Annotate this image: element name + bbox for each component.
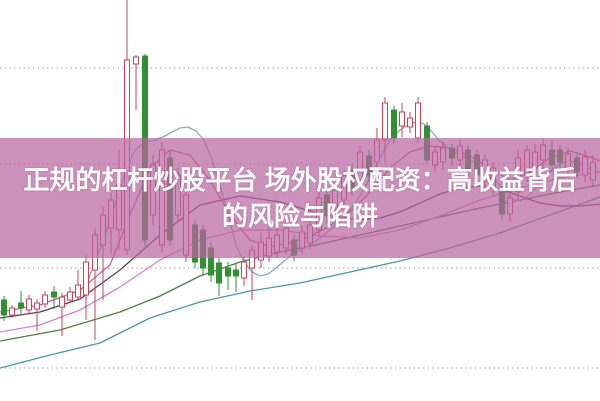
candle-body <box>51 291 57 298</box>
candle-body <box>83 261 89 296</box>
candle-body <box>1 299 7 316</box>
candle-body <box>407 117 413 128</box>
candle-body <box>59 296 65 308</box>
candle-body <box>382 102 388 141</box>
candle-body <box>216 262 222 284</box>
headline-line-1: 正规的杠杆炒股平台 场外股权配资：高收益背后 <box>23 165 577 195</box>
headline-banner: 正规的杠杆炒股平台 场外股权配资：高收益背后 的风险与陷阱 <box>0 138 600 258</box>
candle-body <box>225 267 231 277</box>
candle-body <box>18 302 24 309</box>
candle-body <box>34 302 40 310</box>
candle-body <box>26 298 32 311</box>
headline-line-2: 的风险与陷阱 <box>221 201 378 231</box>
candle-body <box>391 109 397 139</box>
candle-body <box>399 111 405 127</box>
candle-body <box>133 56 139 65</box>
candle-body <box>42 294 48 305</box>
candle-body <box>241 261 247 279</box>
candle-body <box>415 102 421 139</box>
candle-body <box>233 269 239 277</box>
candle-body <box>9 307 15 316</box>
candle-body <box>75 284 81 298</box>
candle-body <box>67 291 73 301</box>
